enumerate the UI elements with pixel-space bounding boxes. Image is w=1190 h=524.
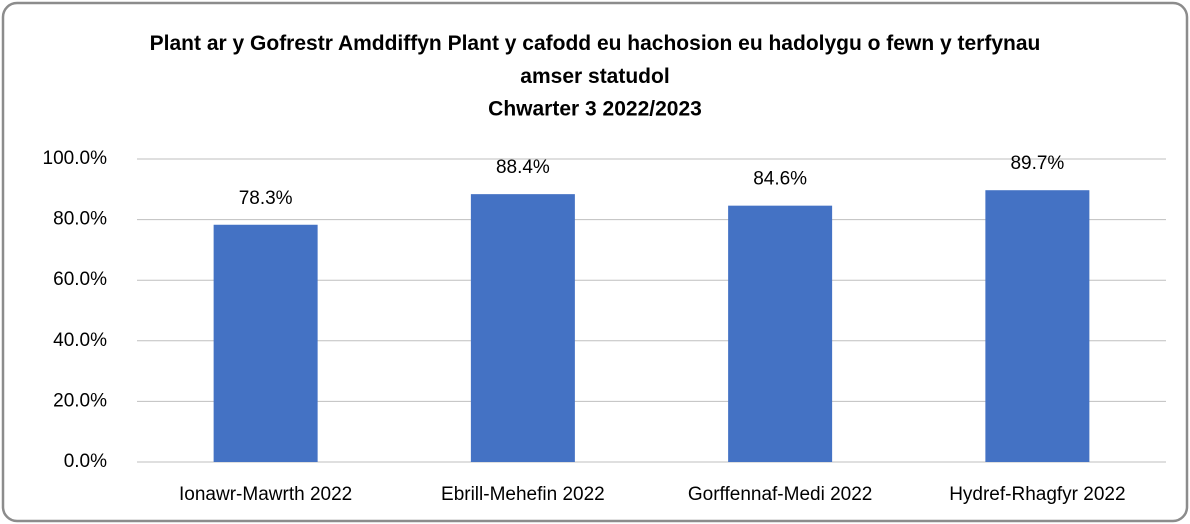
- bar: [728, 205, 833, 463]
- chart-subtitle: Chwarter 3 2022/2023: [488, 98, 702, 121]
- x-tick-label: Gorffennaf-Medi 2022: [688, 484, 873, 505]
- bar: [213, 224, 318, 462]
- bar: [985, 190, 1090, 463]
- x-tick-label: Hydref-Rhagfyr 2022: [949, 484, 1125, 505]
- bar: [470, 194, 575, 462]
- y-tick-label: 100.0%: [43, 148, 108, 169]
- y-tick-label: 60.0%: [53, 269, 107, 290]
- chart-title: Plant ar y Gofrestr Amddiffyn Plant y ca…: [150, 32, 1041, 88]
- y-tick-label: 20.0%: [53, 390, 107, 411]
- y-tick-label: 40.0%: [53, 330, 107, 351]
- x-tick-label: Ionawr-Mawrth 2022: [179, 484, 352, 505]
- data-label: 78.3%: [239, 188, 293, 209]
- y-tick-label: 80.0%: [53, 209, 107, 230]
- y-tick-label: 0.0%: [64, 451, 107, 472]
- data-label: 84.6%: [753, 169, 807, 190]
- data-label: 88.4%: [496, 157, 550, 178]
- x-tick-label: Ebrill-Mehefin 2022: [441, 484, 605, 505]
- data-label: 89.7%: [1010, 153, 1064, 174]
